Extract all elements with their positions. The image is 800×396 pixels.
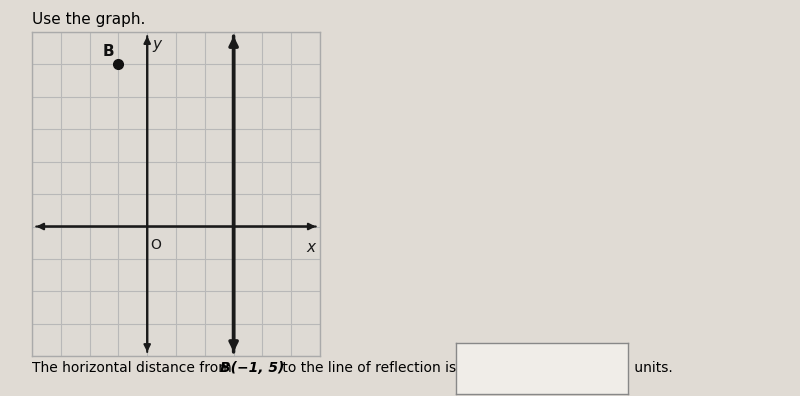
Text: y: y (152, 36, 162, 51)
Text: O: O (150, 238, 162, 252)
Text: units.: units. (630, 361, 672, 375)
Text: B: B (102, 44, 114, 59)
Text: x: x (306, 240, 316, 255)
Text: to the line of reflection is: to the line of reflection is (278, 361, 457, 375)
Text: Use the graph.: Use the graph. (32, 12, 146, 27)
Text: B(−1, 5): B(−1, 5) (220, 361, 284, 375)
Text: The horizontal distance from: The horizontal distance from (32, 361, 236, 375)
